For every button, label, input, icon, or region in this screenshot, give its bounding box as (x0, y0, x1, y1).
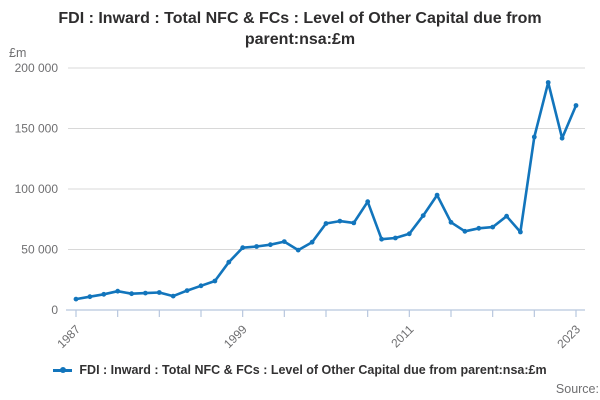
data-point[interactable] (295, 247, 301, 253)
data-point[interactable] (268, 242, 273, 248)
data-point[interactable] (351, 220, 357, 226)
svg-text:0: 0 (51, 303, 58, 317)
data-point[interactable] (393, 235, 398, 241)
data-point[interactable] (406, 231, 412, 237)
svg-text:200 000: 200 000 (15, 61, 59, 75)
x-axis-tick-labels: 1987 1999 2011 2023 (54, 322, 583, 351)
data-point[interactable] (379, 236, 384, 242)
y-axis-unit-label: £m (9, 46, 27, 60)
data-point[interactable] (448, 219, 454, 225)
data-point[interactable] (573, 103, 579, 108)
data-point[interactable] (490, 224, 496, 230)
chart-title-text: FDI : Inward : Total NFC & FCs : Level o… (58, 10, 542, 48)
series-line[interactable] (74, 81, 578, 301)
svg-text:150 000: 150 000 (15, 122, 59, 136)
data-point[interactable] (184, 288, 190, 293)
data-point[interactable] (129, 291, 135, 297)
data-point[interactable] (323, 221, 329, 226)
data-point[interactable] (476, 225, 482, 231)
data-point[interactable] (559, 135, 565, 141)
data-point[interactable] (518, 229, 523, 235)
data-point[interactable] (212, 278, 218, 284)
legend: FDI : Inward : Total NFC & FCs : Level o… (0, 363, 600, 377)
data-point[interactable] (309, 239, 315, 245)
data-point[interactable] (143, 290, 148, 296)
data-point[interactable] (434, 192, 440, 198)
data-point[interactable] (156, 290, 162, 295)
data-point[interactable] (337, 218, 343, 224)
series-points (73, 80, 579, 302)
legend-label: FDI : Inward : Total NFC & FCs : Level o… (79, 363, 547, 377)
data-point[interactable] (87, 294, 93, 300)
data-point[interactable] (254, 244, 259, 249)
data-point[interactable] (73, 296, 79, 302)
data-point[interactable] (504, 213, 509, 219)
data-point[interactable] (420, 213, 426, 219)
data-point[interactable] (115, 288, 121, 294)
data-point[interactable] (170, 293, 176, 299)
chart-title: FDI : Inward : Total NFC & FCs : Level o… (0, 9, 600, 51)
data-point[interactable] (531, 134, 537, 140)
svg-text:50 000: 50 000 (21, 243, 58, 257)
data-point[interactable] (365, 199, 371, 205)
svg-text:1999: 1999 (221, 322, 250, 351)
x-axis-ticks (75, 310, 577, 317)
svg-text:100 000: 100 000 (15, 182, 59, 196)
y-gridlines (68, 67, 585, 250)
legend-line-marker-icon (53, 365, 73, 375)
data-point[interactable] (281, 239, 287, 245)
svg-text:1987: 1987 (54, 322, 83, 351)
data-point[interactable] (226, 259, 232, 265)
svg-text:2023: 2023 (554, 322, 583, 351)
data-point[interactable] (545, 80, 551, 85)
data-point[interactable] (101, 291, 107, 297)
data-point[interactable] (240, 245, 246, 251)
data-point[interactable] (198, 283, 204, 289)
data-point[interactable] (462, 228, 468, 234)
y-axis-tick-labels: 0 50 000 100 000 150 000 200 000 (15, 61, 59, 317)
chart-canvas[interactable]: 0 50 000 100 000 150 000 200 000 1987 1999 2011… (0, 55, 600, 357)
source-label: Source: (555, 382, 599, 396)
svg-text:2011: 2011 (388, 322, 416, 350)
